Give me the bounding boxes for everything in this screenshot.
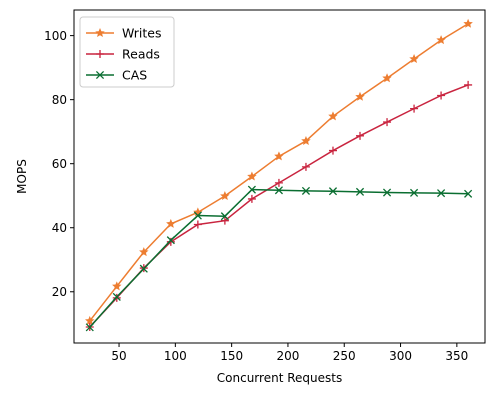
data-point-cas [85,323,94,332]
data-point-cas [274,186,283,195]
y-tick-label: 60 [52,157,67,171]
data-point-writes [247,171,257,181]
legend-label-writes: Writes [122,26,162,41]
data-point-cas [382,188,392,197]
data-point-reads [193,220,202,229]
data-point-writes [328,111,338,121]
y-tick-label: 40 [52,221,67,235]
data-point-cas [355,187,365,196]
x-axis-label: Concurrent Requests [217,371,342,385]
axis-ticks: 50 100 150 200 250 300 350 20 40 60 80 100 [44,29,468,363]
data-point-cas [193,211,202,220]
series-layer [85,18,473,332]
data-point-writes [220,191,230,201]
data-point-cas [166,236,175,245]
legend-box [79,16,175,88]
data-point-cas [464,189,473,198]
series-cas [85,185,473,332]
data-point-writes [355,91,365,101]
data-point-cas [220,212,229,221]
y-axis-label: MOPS [15,159,29,194]
legend-marker-cas [95,70,105,80]
data-point-reads [464,80,473,89]
plot-frame [73,9,486,344]
y-tick-label: 80 [52,93,67,107]
data-point-cas [112,292,121,301]
y-tick-label: 20 [52,285,67,299]
data-point-writes [274,151,284,161]
series-line-reads [89,84,469,328]
data-point-reads [274,178,283,187]
data-point-writes [85,315,95,325]
legend-marker-reads [96,50,104,58]
data-point-reads [220,216,229,225]
data-point-reads [410,104,419,113]
x-tick-label: 300 [389,349,412,363]
x-tick-label: 50 [111,349,126,363]
legend-entry-reads: Reads [86,47,160,62]
data-point-reads [356,131,365,140]
data-point-reads [328,146,337,155]
data-point-writes [112,281,122,291]
x-tick-label: 200 [276,349,299,363]
series-line-cas [89,188,469,328]
series-reads [85,80,473,331]
data-point-writes [301,135,311,145]
legend-entry-writes: Writes [86,26,162,41]
series-writes [85,18,473,325]
data-point-writes [166,218,176,228]
x-tick-label: 250 [333,349,356,363]
data-point-writes [463,18,473,28]
legend: Writes Reads CAS [79,16,175,88]
legend-label-reads: Reads [122,47,160,62]
data-point-writes [382,73,392,83]
data-point-reads [166,237,175,246]
x-tick-label: 150 [220,349,243,363]
data-point-reads [383,118,392,127]
data-point-cas [328,187,338,196]
data-point-cas [437,189,446,198]
data-point-reads [301,162,310,171]
x-tick-label: 350 [445,349,468,363]
data-point-cas [410,188,419,197]
legend-marker-writes [95,28,105,38]
data-point-cas [247,185,256,194]
data-point-cas [139,264,148,273]
data-point-reads [437,91,446,100]
data-point-reads [247,194,256,203]
legend-entry-cas: CAS [86,68,147,83]
y-tick-label: 100 [44,29,67,43]
data-point-writes [409,54,419,64]
x-tick-label: 100 [164,349,187,363]
data-point-cas [301,186,311,195]
data-point-writes [436,35,446,45]
legend-label-cas: CAS [122,68,147,83]
data-point-writes [139,247,149,257]
